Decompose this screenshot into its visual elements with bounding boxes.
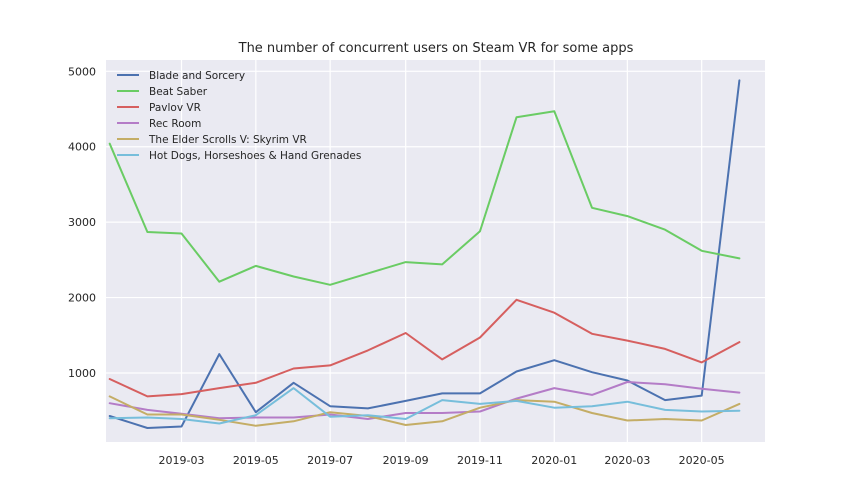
legend-label: Beat Saber [149, 86, 208, 98]
chart-title: The number of concurrent users on Steam … [238, 41, 634, 56]
x-tick-label: 2019-09 [383, 454, 429, 467]
series-line-5 [108, 395, 741, 427]
y-tick-label: 4000 [68, 141, 96, 154]
legend: Blade and Sorcery Beat Saber Pavlov VR Rec … [117, 70, 361, 162]
series-line-1 [108, 79, 741, 429]
x-tick-label: 2019-11 [457, 454, 503, 467]
x-tick-label: 2019-05 [233, 454, 279, 467]
series-line-3 [108, 298, 741, 398]
legend-label: Rec Room [149, 118, 201, 130]
plot-background [106, 60, 765, 442]
x-tick-label: 2019-07 [307, 454, 353, 467]
legend-label: The Elder Scrolls V: Skyrim VR [148, 134, 307, 146]
tick-labels: 2019-03 2019-05 2019-07 2019-09 2019-11 2020-… [68, 65, 725, 467]
series-line-6 [108, 387, 741, 425]
x-tick-label: 2020-03 [604, 454, 650, 467]
x-tick-label: 2019-03 [159, 454, 205, 467]
y-tick-label: 2000 [68, 292, 96, 305]
series-lines [108, 79, 741, 429]
grid [106, 60, 765, 442]
y-tick-label: 1000 [68, 367, 96, 380]
legend-label: Pavlov VR [149, 102, 201, 114]
series-line-4 [108, 381, 741, 420]
x-tick-label: 2020-05 [679, 454, 725, 467]
y-tick-label: 5000 [68, 65, 96, 78]
legend-label: Hot Dogs, Horseshoes & Hand Grenades [149, 150, 361, 162]
legend-label: Blade and Sorcery [149, 70, 245, 82]
series-line-2 [108, 110, 741, 286]
x-tick-label: 2020-01 [531, 454, 577, 467]
y-tick-label: 3000 [68, 216, 96, 229]
